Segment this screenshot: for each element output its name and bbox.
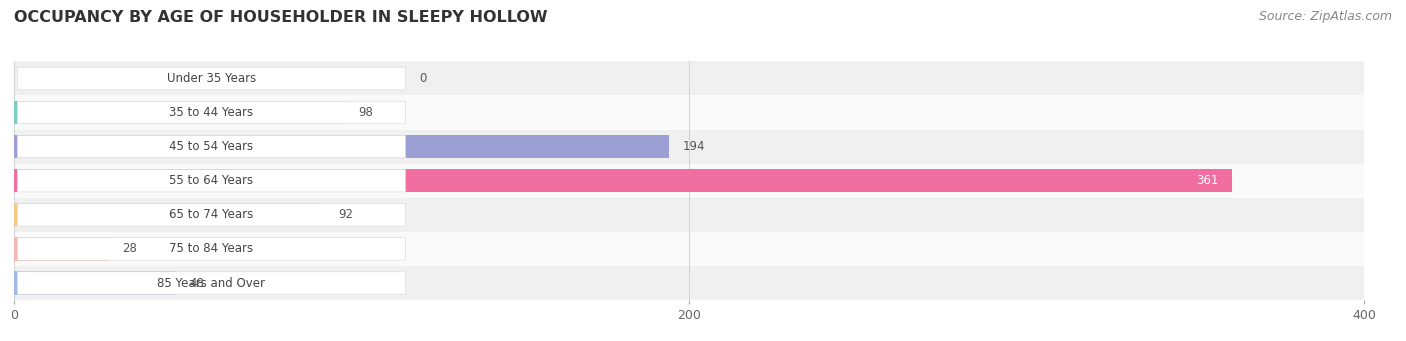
Text: 85 Years and Over: 85 Years and Over — [157, 277, 266, 290]
Text: 45 to 54 Years: 45 to 54 Years — [169, 140, 253, 153]
Bar — [14, 169, 1232, 192]
Bar — [14, 130, 1364, 164]
Text: OCCUPANCY BY AGE OF HOUSEHOLDER IN SLEEPY HOLLOW: OCCUPANCY BY AGE OF HOUSEHOLDER IN SLEEP… — [14, 10, 547, 25]
FancyBboxPatch shape — [17, 169, 405, 192]
Text: 48: 48 — [190, 277, 204, 290]
Text: 98: 98 — [359, 106, 373, 119]
FancyBboxPatch shape — [17, 135, 405, 158]
Text: 35 to 44 Years: 35 to 44 Years — [169, 106, 253, 119]
Text: 194: 194 — [682, 140, 704, 153]
Bar — [14, 101, 344, 124]
Text: 75 to 84 Years: 75 to 84 Years — [169, 242, 253, 255]
Bar — [14, 198, 1364, 232]
FancyBboxPatch shape — [17, 204, 405, 226]
Text: 361: 361 — [1197, 174, 1219, 187]
Bar — [14, 164, 1364, 198]
Bar — [14, 232, 1364, 266]
Bar — [14, 203, 325, 226]
Text: 65 to 74 Years: 65 to 74 Years — [169, 208, 253, 221]
Text: 0: 0 — [419, 72, 426, 85]
Text: Source: ZipAtlas.com: Source: ZipAtlas.com — [1258, 10, 1392, 23]
Bar — [14, 237, 108, 261]
Bar — [14, 266, 1364, 300]
Bar — [14, 95, 1364, 130]
Text: 92: 92 — [337, 208, 353, 221]
FancyBboxPatch shape — [17, 238, 405, 260]
FancyBboxPatch shape — [17, 67, 405, 90]
Text: Under 35 Years: Under 35 Years — [167, 72, 256, 85]
Bar — [14, 135, 669, 158]
Bar — [14, 61, 1364, 95]
FancyBboxPatch shape — [17, 272, 405, 294]
Text: 28: 28 — [122, 242, 136, 255]
FancyBboxPatch shape — [17, 101, 405, 124]
Text: 55 to 64 Years: 55 to 64 Years — [169, 174, 253, 187]
Bar — [14, 271, 176, 295]
